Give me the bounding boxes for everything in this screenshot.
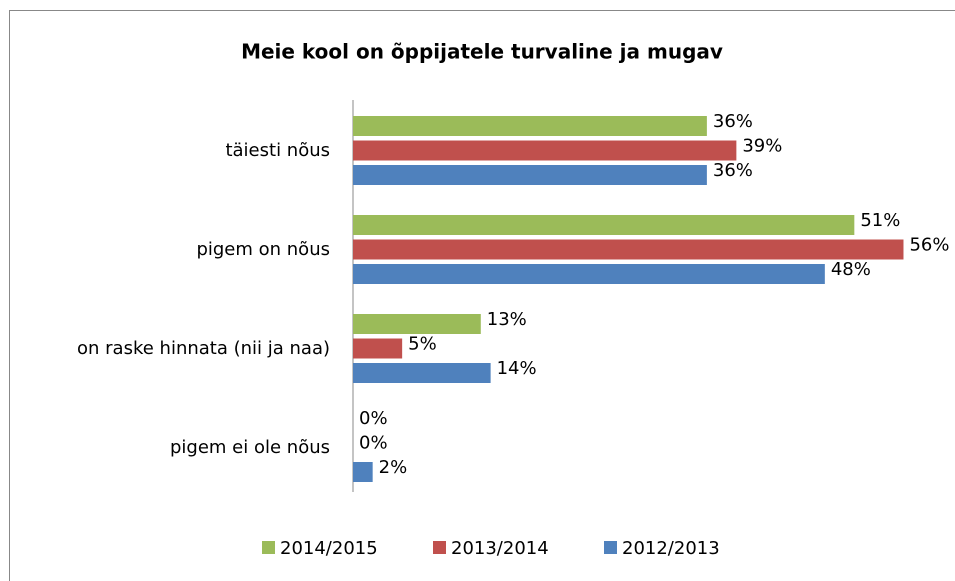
- value-label: 36%: [713, 160, 753, 181]
- bar: [353, 338, 403, 359]
- bar: [353, 215, 855, 235]
- value-label: 0%: [359, 408, 388, 429]
- category-label: pigem ei ole nõus: [170, 437, 330, 458]
- bar: [353, 264, 825, 284]
- value-label: 13%: [487, 309, 527, 330]
- legend-swatch: [262, 541, 275, 554]
- value-label: 2%: [379, 457, 408, 478]
- value-label: 36%: [713, 111, 753, 132]
- value-label: 48%: [831, 259, 871, 280]
- value-label: 14%: [497, 358, 537, 379]
- legend-label: 2013/2014: [451, 538, 549, 559]
- category-label: pigem on nõus: [196, 239, 330, 260]
- value-label: 51%: [860, 210, 900, 231]
- bar: [353, 140, 737, 161]
- legend-label: 2012/2013: [622, 538, 720, 559]
- legend-swatch: [604, 541, 617, 554]
- value-label: 0%: [359, 433, 388, 454]
- chart-border: [9, 10, 955, 581]
- bar: [353, 363, 491, 383]
- bar: [353, 165, 707, 185]
- bar: [353, 239, 904, 260]
- value-label: 5%: [408, 334, 437, 355]
- value-label: 39%: [742, 136, 782, 157]
- value-label: 56%: [909, 235, 949, 256]
- chart-title: Meie kool on õppijatele turvaline ja mug…: [241, 40, 723, 64]
- category-label: on raske hinnata (nii ja naa): [77, 338, 330, 359]
- legend-swatch: [433, 541, 446, 554]
- legend-label: 2014/2015: [280, 538, 378, 559]
- bar: [353, 314, 481, 334]
- bar: [353, 462, 373, 482]
- bar: [353, 116, 707, 136]
- category-label: täiesti nõus: [225, 140, 330, 161]
